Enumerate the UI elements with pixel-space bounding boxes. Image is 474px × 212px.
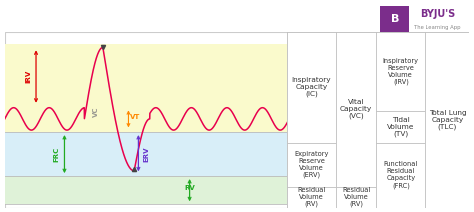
Bar [376, 143, 426, 208]
Text: Residual
Volume
(RV): Residual Volume (RV) [297, 187, 326, 208]
Bar [287, 32, 336, 143]
Bar [376, 32, 426, 111]
Text: Residual
Volume
(RV): Residual Volume (RV) [342, 187, 370, 208]
Text: The Learning App: The Learning App [414, 25, 461, 30]
Text: Tidal
Volume
(TV): Tidal Volume (TV) [387, 117, 415, 137]
Text: FRC: FRC [54, 146, 60, 162]
Bar [376, 111, 426, 143]
Bar [426, 32, 469, 208]
Text: RV: RV [184, 186, 195, 191]
Bar [5, 132, 289, 176]
Text: Inspiratory
Reserve
Volume
(IRV): Inspiratory Reserve Volume (IRV) [383, 58, 419, 85]
Bar [336, 187, 376, 208]
Text: BYJU'S: BYJU'S [420, 9, 455, 19]
Text: ERV: ERV [143, 146, 149, 162]
Text: VT: VT [129, 114, 140, 120]
Bar [287, 143, 336, 187]
Bar [5, 176, 289, 204]
Bar [380, 6, 410, 33]
Text: B: B [391, 14, 399, 24]
Text: Total Lung
Capacity
(TLC): Total Lung Capacity (TLC) [428, 110, 466, 130]
Text: Inspiratory
Capacity
(IC): Inspiratory Capacity (IC) [292, 77, 331, 98]
Bar [287, 187, 336, 208]
Text: Vital
Capacity
(VC): Vital Capacity (VC) [340, 99, 372, 120]
Text: VC: VC [93, 106, 100, 117]
Text: Expiratory
Reserve
Volume
(ERV): Expiratory Reserve Volume (ERV) [294, 151, 328, 179]
Text: LUNG'S VOLUMES AND CAPACITIES: LUNG'S VOLUMES AND CAPACITIES [9, 15, 268, 28]
Bar [5, 44, 289, 132]
Bar [336, 32, 376, 187]
Text: IRV: IRV [25, 70, 31, 83]
Text: Functional
Residual
Capacity
(FRC): Functional Residual Capacity (FRC) [383, 162, 418, 189]
